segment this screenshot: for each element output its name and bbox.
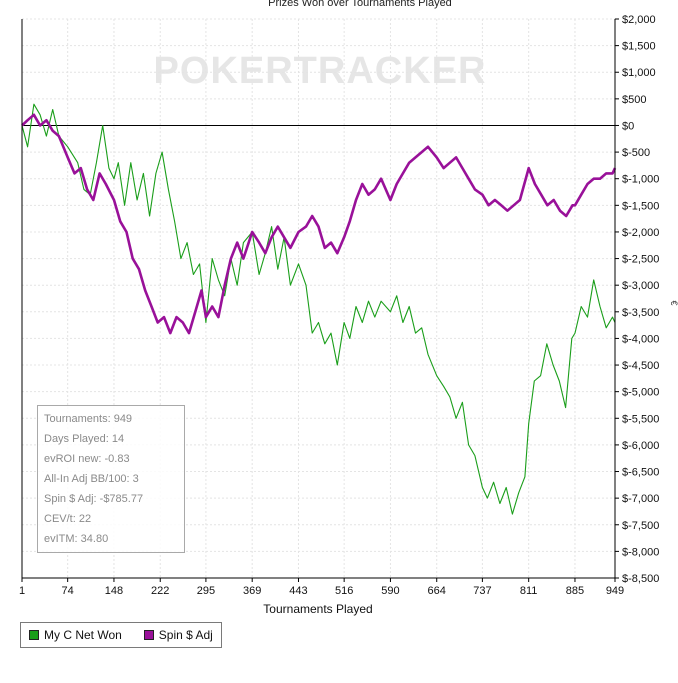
x-tick-label: 222 [151, 585, 169, 597]
grid-lines [21, 18, 616, 579]
series-spin-adj-line [21, 113, 617, 335]
stat-evroi: evROI new: -0.83 [44, 453, 130, 465]
y-tick-label: $-2,000 [622, 227, 659, 239]
x-tick-label: 295 [197, 585, 215, 597]
stat-tournaments: Tournaments: 949 [44, 413, 133, 425]
y-tick-label: $-5,000 [622, 387, 659, 399]
x-tick-label: 148 [105, 585, 123, 597]
y-tick-label: $-4,500 [622, 360, 659, 372]
y-tick-label: $-6,000 [622, 440, 659, 452]
stat-allin-adj: All-In Adj BB/100: 3 [44, 473, 139, 485]
y-tick-label: $-4,000 [622, 333, 659, 345]
x-tick-label: 369 [243, 585, 261, 597]
watermark-logo: POKERTRACKER [154, 50, 487, 92]
legend-label: My C Net Won [44, 628, 122, 642]
stats-box: Tournaments: 949 Days Played: 14 evROI n… [37, 405, 185, 553]
axes: 1 74 148 222 295 369 443 516 590 664 737 811 885 949$… [19, 14, 659, 597]
y-tick-label: $1,500 [622, 41, 656, 53]
x-tick-label: 516 [335, 585, 353, 597]
x-tick-label: 74 [62, 585, 74, 597]
y-tick-label: $-7,000 [622, 493, 659, 505]
y-tick-label: $-1,500 [622, 200, 659, 212]
x-tick-label: 811 [520, 585, 538, 597]
y-tick-label: $0 [622, 120, 634, 132]
x-tick-label: 949 [606, 585, 624, 597]
y-tick-label: $-3,500 [622, 307, 659, 319]
x-tick-label: 590 [381, 585, 399, 597]
x-tick-label: 1 [19, 585, 25, 597]
y-tick-label: $500 [622, 94, 646, 106]
legend-item-spin-adj[interactable]: Spin $ Adj [143, 628, 213, 642]
y-tick-label: $-8,500 [622, 573, 659, 585]
stat-cev: CEV/t: 22 [44, 513, 92, 525]
legend-swatch-purple [143, 630, 154, 640]
y-tick-label: $1,000 [622, 67, 656, 79]
x-tick-label: 885 [566, 585, 584, 597]
y-tick-label: $-500 [622, 147, 650, 159]
plot-series [21, 103, 617, 515]
x-tick-label: 664 [428, 585, 446, 597]
y-tick-label: $-7,500 [622, 520, 659, 532]
y-tick-label: $-8,000 [622, 546, 659, 558]
legend-swatch-green [29, 630, 39, 640]
y-tick-label: $-1,000 [622, 174, 659, 186]
stat-spin-adj: Spin $ Adj: -$785.77 [44, 493, 144, 505]
y-tick-label: $-2,500 [622, 254, 659, 266]
series-net-won-line [21, 103, 616, 515]
y-tick-label: $-6,500 [622, 467, 659, 479]
side-glyph: € [669, 300, 678, 305]
chart-title: Prizes Won over Tournaments Played [268, 0, 452, 9]
x-axis-label: Tournaments Played [263, 602, 372, 616]
legend-label: Spin $ Adj [158, 628, 213, 642]
stat-days-played: Days Played: 14 [44, 433, 125, 445]
y-tick-label: $-5,500 [622, 413, 659, 425]
y-tick-label: $2,000 [622, 14, 656, 26]
legend-item-net-won[interactable]: My C Net Won [29, 628, 122, 642]
y-tick-label: $-3,000 [622, 280, 659, 292]
x-tick-label: 443 [289, 585, 307, 597]
x-tick-label: 737 [473, 585, 491, 597]
stat-evitm: evITM: 34.80 [44, 533, 109, 545]
legend: My C Net Won Spin $ Adj [20, 622, 222, 648]
